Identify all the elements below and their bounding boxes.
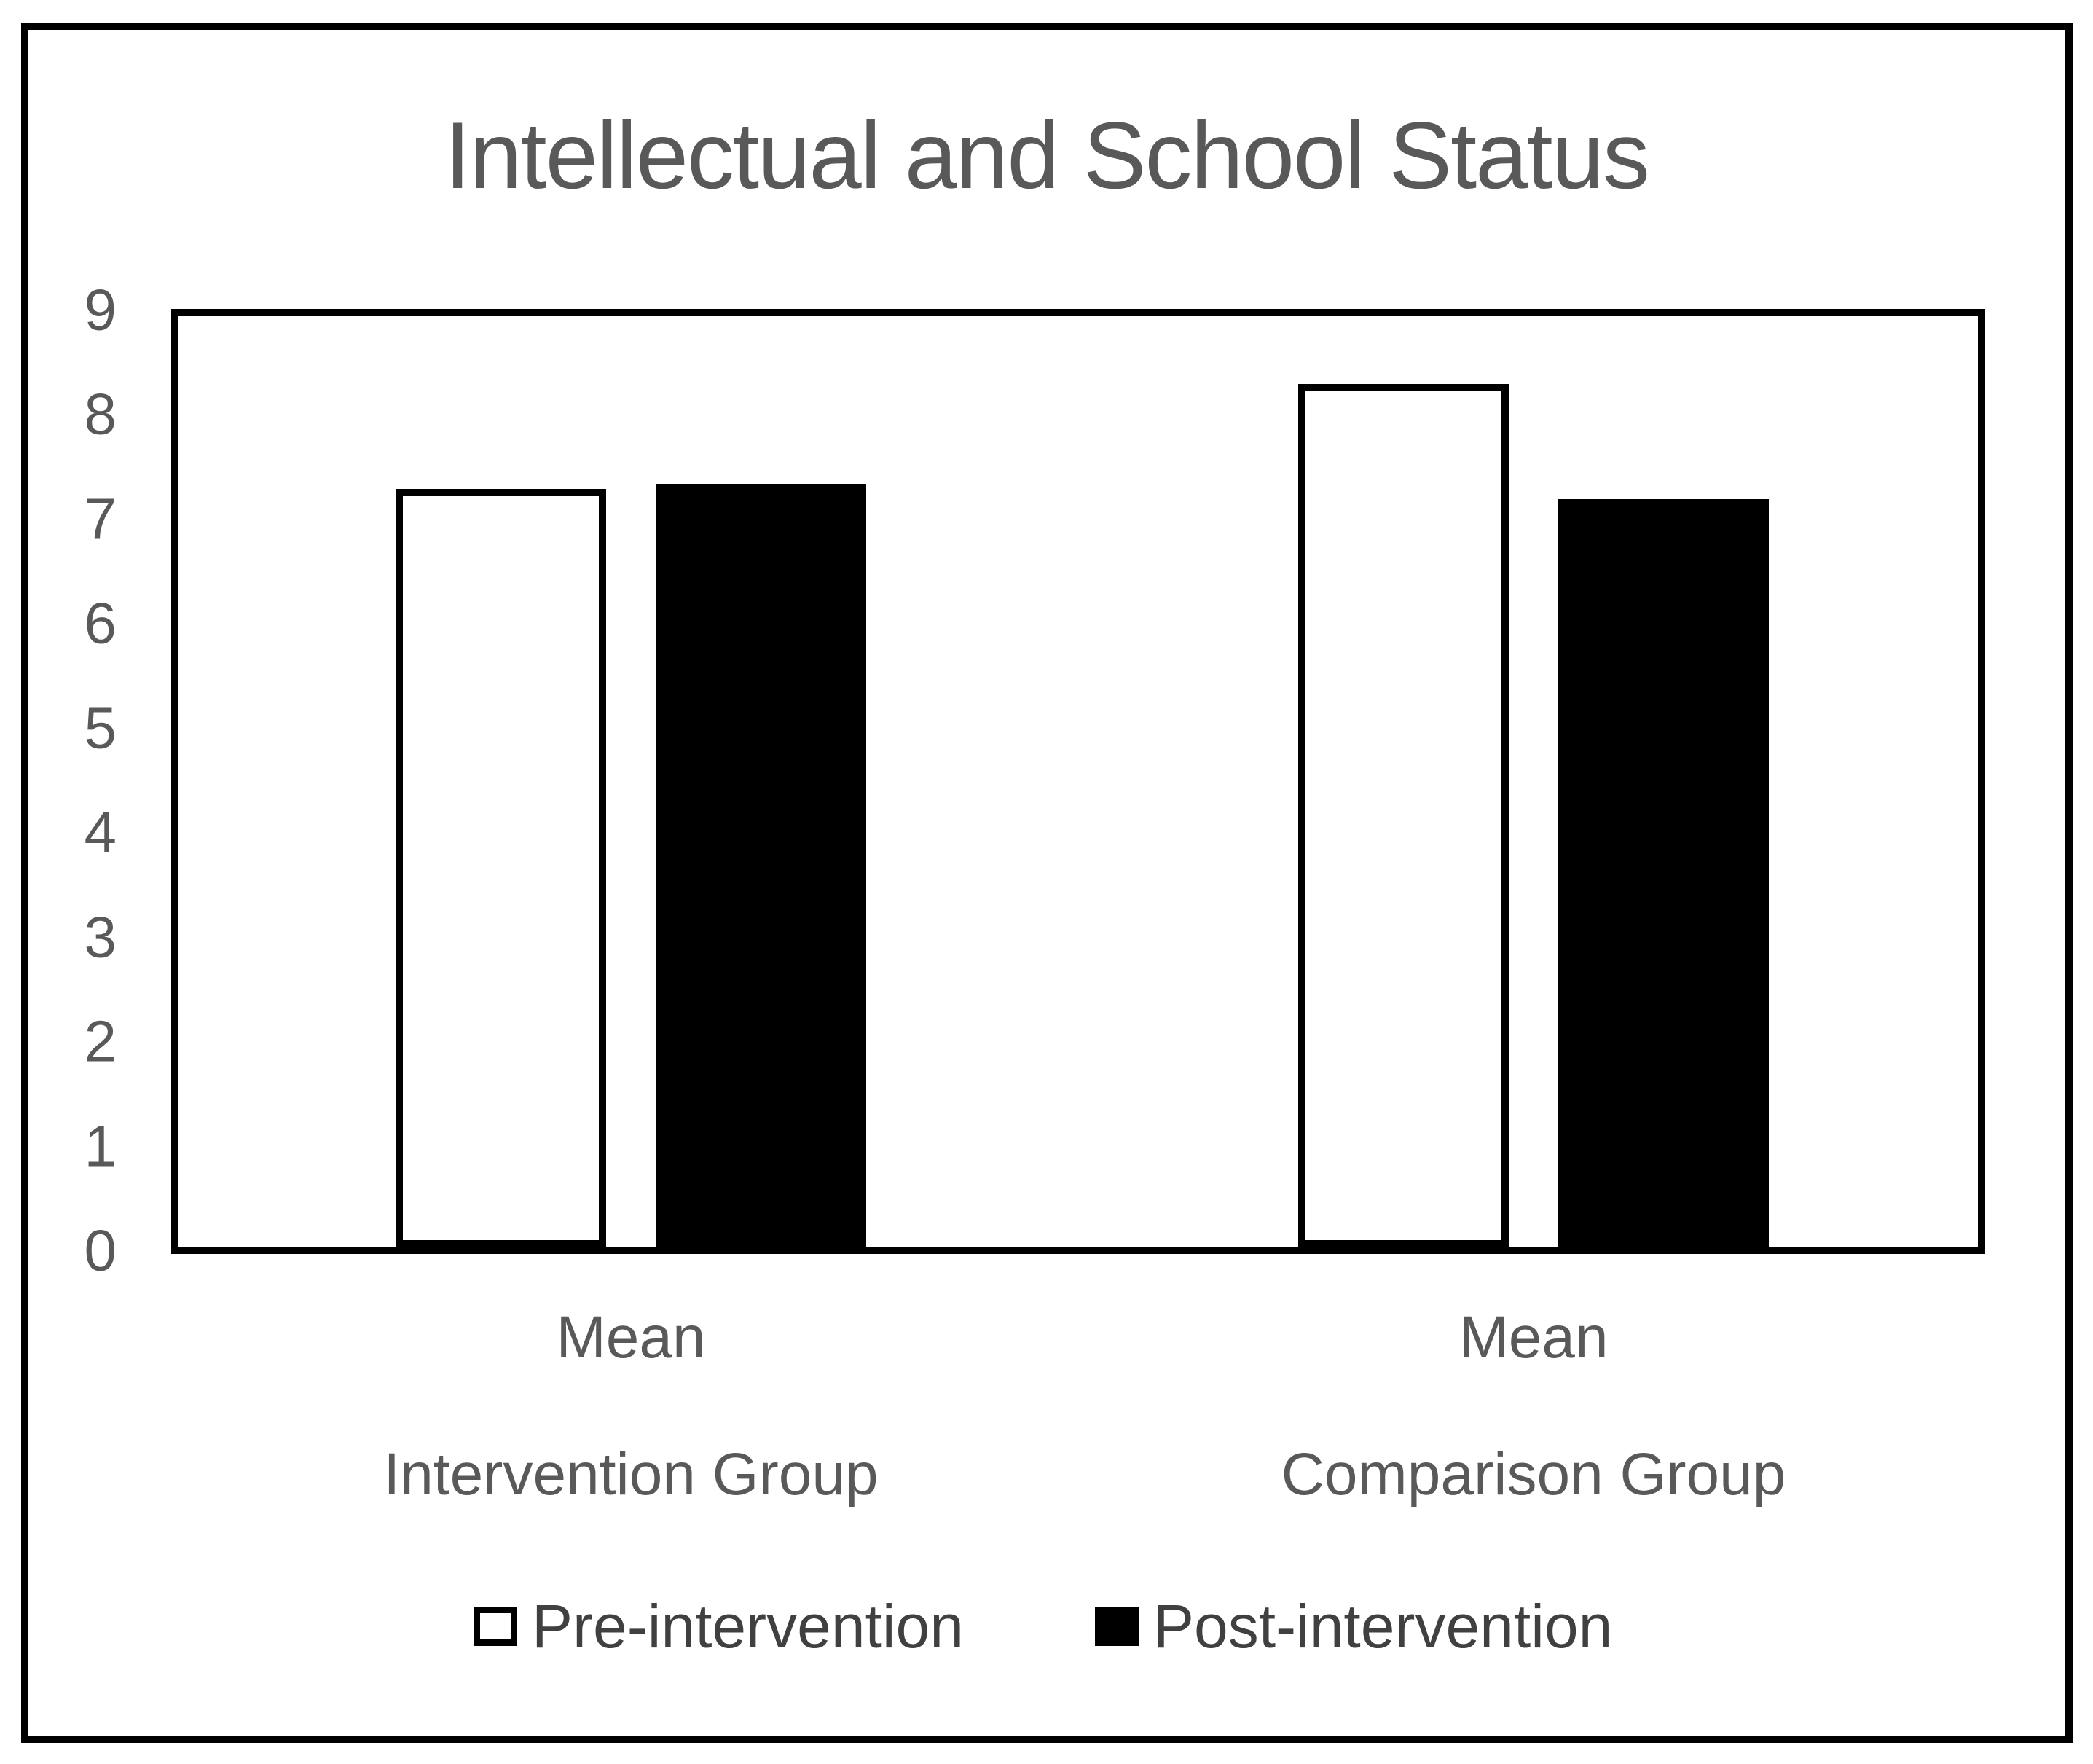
bar-post-intervention-comparison-group xyxy=(1558,499,1769,1247)
legend-label-post-intervention: Post-intervention xyxy=(1153,1592,1613,1661)
category-label-intervention-line1: Mean xyxy=(556,1304,706,1371)
legend-item-pre-intervention: Pre-intervention xyxy=(474,1586,964,1666)
bar-pre-intervention-intervention-group xyxy=(396,488,606,1247)
legend-swatch-post-intervention-icon xyxy=(1095,1607,1139,1646)
y-tick-label-6: 6 xyxy=(84,590,117,656)
y-tick-label-4: 4 xyxy=(84,799,117,865)
y-tick-label-1: 1 xyxy=(84,1113,117,1178)
y-tick-label-2: 2 xyxy=(84,1008,117,1074)
y-tick-label-5: 5 xyxy=(84,695,117,761)
bar-pre-intervention-comparison-group xyxy=(1298,384,1509,1247)
legend-label-pre-intervention: Pre-intervention xyxy=(532,1592,964,1661)
category-label-intervention-line2: Intervention Group xyxy=(383,1441,879,1508)
category-label-comparison-line2: Comparison Group xyxy=(1281,1441,1786,1508)
y-tick-label-3: 3 xyxy=(84,904,117,970)
y-tick-label-8: 8 xyxy=(84,381,117,447)
y-tick-label-7: 7 xyxy=(84,486,117,552)
chart-title: Intellectual and School Status xyxy=(444,102,1650,208)
legend-swatch-pre-intervention-icon xyxy=(474,1607,517,1646)
y-tick-label-9: 9 xyxy=(84,277,117,342)
legend-item-post-intervention: Post-intervention xyxy=(1095,1586,1612,1666)
category-label-comparison-line1: Mean xyxy=(1458,1304,1609,1371)
y-tick-label-0: 0 xyxy=(84,1218,117,1283)
bar-post-intervention-intervention-group xyxy=(656,483,866,1247)
